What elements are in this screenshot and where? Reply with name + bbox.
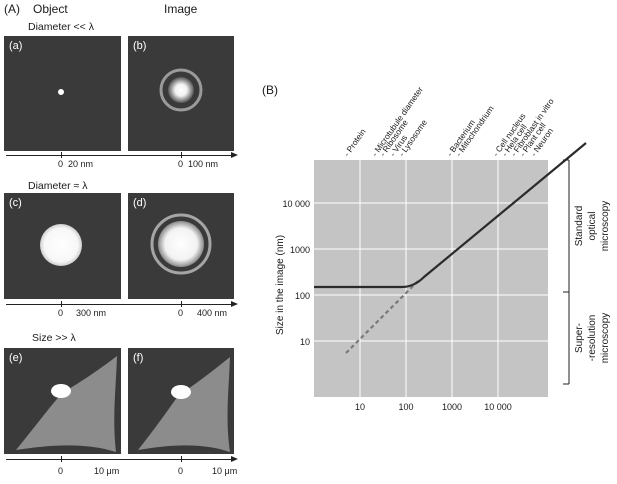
x-tick-label: 10 000: [484, 402, 512, 412]
x-tick-label: 100: [398, 402, 413, 412]
point-object: [58, 89, 64, 95]
object-labels: - Protein - Microtubule diameter - Ribos…: [341, 85, 556, 159]
axis-label-zero: 0: [58, 466, 64, 476]
x-tick-labels: 10 100 1000 10 000: [355, 402, 512, 412]
axis-label-zero: 0: [58, 308, 64, 318]
row-3-header: Size >> λ: [32, 332, 76, 344]
y-axis-label: Size in the image (nm): [275, 235, 286, 335]
image-column-heading: Image: [164, 2, 198, 16]
axis-label-scale: 20 nm: [68, 159, 94, 169]
tick: [181, 456, 182, 462]
image-size-curve: [314, 142, 587, 289]
axis-label-scale: 400 nm: [197, 308, 228, 318]
bracket-text: Super-: [574, 323, 585, 353]
axis-label-scale: 100 nm: [188, 159, 219, 169]
super-resolution-label: Super- -resolution microscopy: [574, 313, 611, 364]
y-tick-label: 10: [300, 337, 310, 347]
axis-label-zero: 0: [58, 159, 64, 169]
plot-area: [314, 160, 548, 397]
row-1-header: Diameter << λ: [28, 21, 94, 33]
axis-label-zero: 0: [178, 466, 184, 476]
object-label: - Protein: [341, 126, 367, 158]
image-f-letter: (f): [133, 352, 144, 364]
object-e-image: (e): [4, 348, 121, 454]
axis-label-scale: 300 nm: [76, 308, 107, 318]
bracket-text: optical: [587, 212, 598, 241]
ideal-size-dashed-line: [345, 280, 419, 354]
tick: [61, 152, 62, 158]
axis-label-zero: 0: [178, 159, 184, 169]
y-tick-label: 10 000: [282, 199, 310, 209]
image-b-image: (b): [128, 36, 234, 151]
object-c-image: (c): [4, 193, 121, 299]
x-tick-label: 10: [355, 402, 365, 412]
airy-pattern-medium: [150, 213, 212, 275]
row-2-header: Diameter ≈ λ: [28, 180, 88, 192]
panel-b-label: (B): [262, 83, 278, 97]
y-tick-label: 1000: [290, 245, 310, 255]
bracket-text: microscopy: [600, 201, 611, 252]
object-column-heading: Object: [33, 2, 68, 16]
y-tick-labels: 10 000 1000 100 10: [282, 199, 310, 347]
bracket-text: Standard: [574, 206, 585, 247]
tick: [181, 152, 182, 158]
airy-pattern-small: [159, 68, 203, 112]
bracket-text: microscopy: [600, 313, 611, 364]
object-e-letter: (e): [9, 352, 23, 364]
panel-a-label: (A): [4, 2, 20, 16]
image-f-image: (f): [128, 348, 234, 454]
standard-microscopy-label: Standard optical microscopy: [574, 201, 611, 252]
axis-label-zero: 0: [178, 308, 184, 318]
tick: [61, 456, 62, 462]
cell-object: [16, 356, 117, 452]
x-tick-label: 1000: [442, 402, 462, 412]
object-c-letter: (c): [9, 197, 22, 209]
image-d-image: (d): [128, 193, 234, 299]
object-a-image: (a): [4, 36, 121, 151]
axis-label-scale: 10 μm: [94, 466, 120, 476]
cell-image: [138, 357, 230, 452]
bracket-text: -resolution: [587, 315, 598, 362]
tick: [61, 301, 62, 307]
grid: [314, 160, 548, 397]
tick: [181, 301, 182, 307]
axis-label-scale: 10 μm: [212, 466, 238, 476]
axis-row-2: [6, 301, 238, 307]
image-b-letter: (b): [133, 40, 147, 52]
right-bracket: [563, 159, 570, 385]
axis-row-1: [6, 152, 238, 158]
object-a-letter: (a): [9, 40, 23, 52]
image-d-letter: (d): [133, 197, 147, 209]
axis-row-3: [6, 456, 238, 462]
disk-object: [40, 224, 82, 266]
y-tick-label: 100: [295, 291, 310, 301]
